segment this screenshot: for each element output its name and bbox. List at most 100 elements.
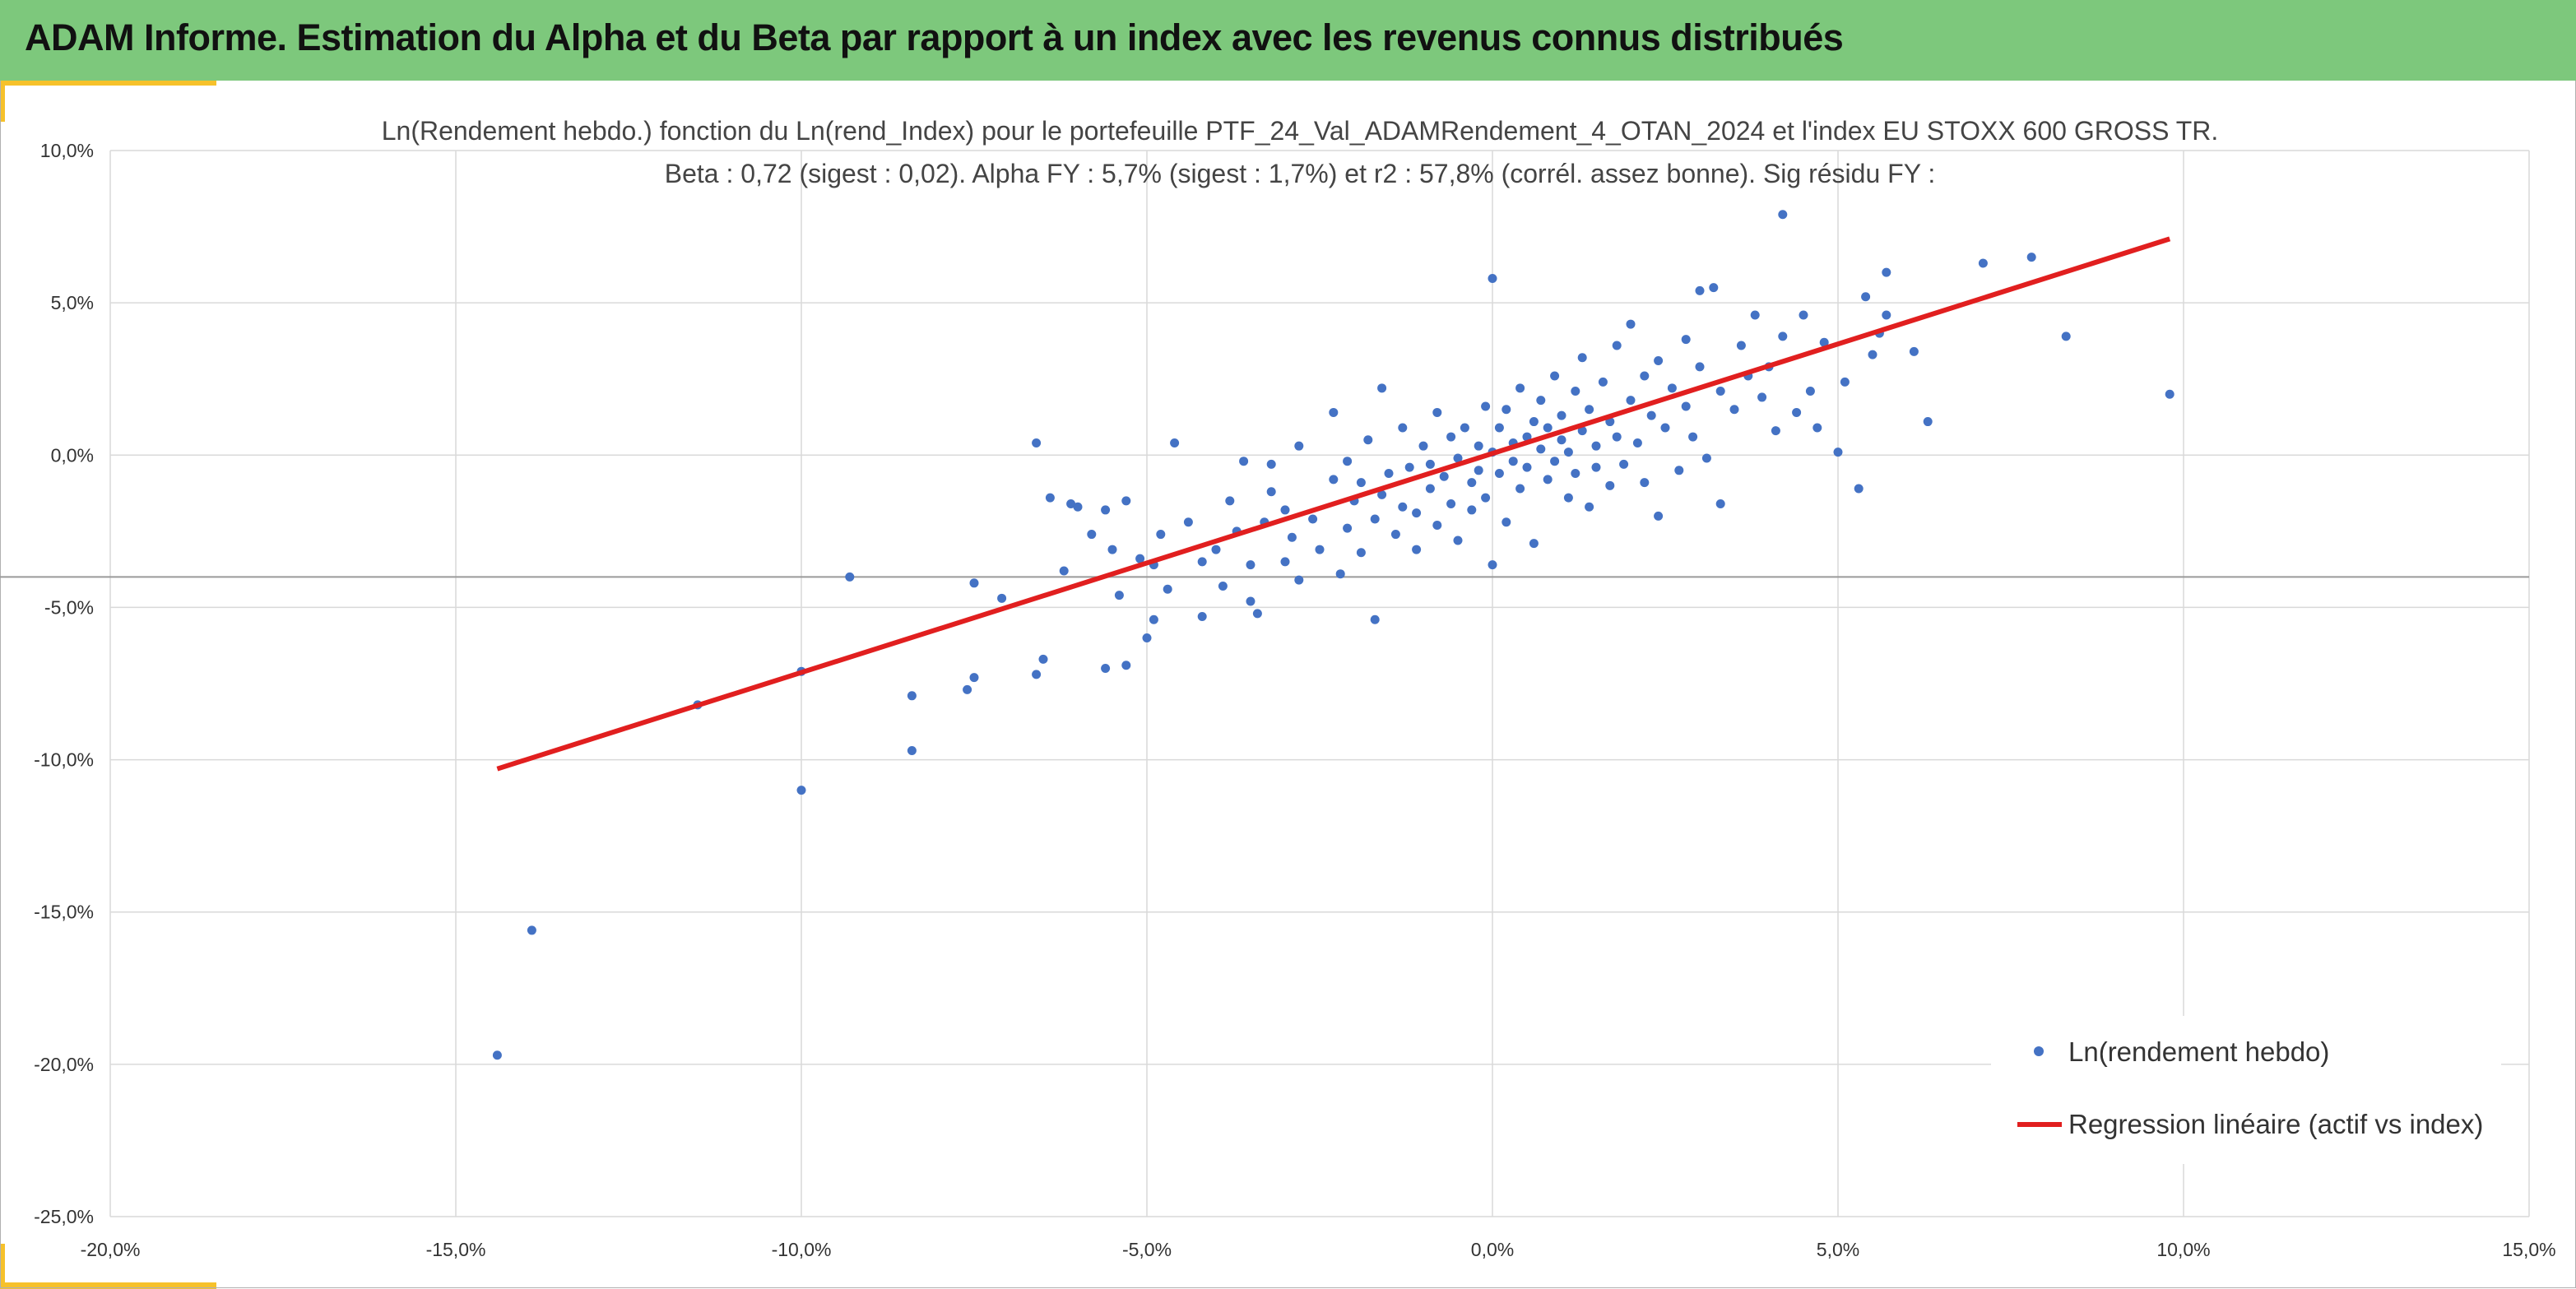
- data-point: [907, 691, 917, 701]
- data-point: [1612, 341, 1622, 350]
- data-point: [1294, 441, 1304, 451]
- data-point: [1646, 410, 1656, 420]
- data-point: [1114, 591, 1124, 600]
- data-point: [1453, 453, 1463, 463]
- data-point: [1522, 462, 1532, 472]
- data-point: [1467, 478, 1477, 488]
- data-point: [1335, 569, 1345, 579]
- data-point: [1135, 554, 1145, 563]
- x-tick-label: 0,0%: [1471, 1239, 1514, 1260]
- data-point: [1868, 350, 1877, 359]
- data-point: [1640, 371, 1650, 381]
- x-axis-ticks: -20,0% -15,0% -10,0% -5,0% 0,0% 5,0% 10,0% 15,0…: [81, 1239, 2556, 1260]
- data-point: [1819, 337, 1829, 347]
- data-point: [1529, 539, 1539, 549]
- y-tick-label: 10,0%: [40, 140, 94, 161]
- series-points: [492, 210, 2175, 1060]
- data-point: [1308, 514, 1318, 524]
- data-point: [1522, 432, 1532, 442]
- data-point: [1474, 466, 1483, 475]
- data-point: [1266, 487, 1276, 497]
- chart-subtitle: Beta : 0,72 (sigest : 0,02). Alpha FY : …: [665, 159, 1935, 188]
- data-point: [1488, 560, 1497, 570]
- data-point: [1660, 423, 1670, 433]
- legend-label-scatter: Ln(rendement hebdo): [2068, 1036, 2329, 1067]
- data-point: [1432, 407, 1442, 417]
- data-point: [1398, 423, 1408, 433]
- data-point: [1170, 438, 1180, 447]
- data-point: [1640, 478, 1650, 488]
- accent-bar-left-top: [0, 81, 5, 122]
- data-point: [1370, 614, 1380, 624]
- data-point: [1605, 480, 1615, 490]
- data-point: [1439, 471, 1449, 481]
- data-point: [1156, 530, 1166, 540]
- data-point: [1757, 392, 1767, 402]
- data-point: [1695, 285, 1705, 295]
- x-tick-label: -5,0%: [1122, 1239, 1172, 1260]
- data-point: [1909, 346, 1919, 356]
- data-point: [1121, 496, 1131, 506]
- data-point: [1598, 377, 1608, 387]
- data-point: [1612, 432, 1622, 442]
- y-tick-label: -5,0%: [44, 596, 94, 618]
- data-point: [1529, 417, 1539, 427]
- data-point: [1563, 447, 1573, 457]
- data-point: [1536, 396, 1546, 406]
- data-point: [1543, 423, 1553, 433]
- data-point: [1515, 484, 1525, 494]
- data-point: [1923, 417, 1933, 427]
- header-banner: ADAM Informe. Estimation du Alpha et du …: [0, 0, 2576, 81]
- data-point: [1453, 536, 1463, 545]
- data-point: [1715, 387, 1725, 396]
- y-axis-ticks: 10,0% 5,0% 0,0% -5,0% -10,0% -15,0% -20,0% -25,…: [34, 140, 94, 1227]
- data-point: [1508, 457, 1518, 466]
- data-point: [1833, 447, 1843, 457]
- data-point: [1481, 401, 1491, 411]
- data-point: [2026, 253, 2036, 262]
- data-point: [907, 745, 917, 755]
- data-point: [1494, 423, 1504, 433]
- data-point: [1688, 432, 1698, 442]
- y-tick-label: -15,0%: [34, 902, 94, 923]
- data-point: [1481, 493, 1491, 503]
- data-point: [1287, 532, 1297, 542]
- data-point: [1460, 423, 1469, 433]
- data-point: [1778, 210, 1788, 220]
- data-point: [1315, 545, 1325, 554]
- data-point: [1343, 457, 1353, 466]
- data-point: [492, 1050, 502, 1060]
- data-point: [1502, 405, 1511, 415]
- data-point: [1107, 545, 1117, 554]
- data-point: [1577, 426, 1587, 436]
- x-tick-label: -15,0%: [426, 1239, 486, 1260]
- data-point: [1550, 457, 1560, 466]
- data-point: [1425, 459, 1435, 469]
- data-point: [1978, 258, 1988, 268]
- data-point: [1280, 505, 1290, 515]
- data-point: [1591, 441, 1601, 451]
- data-point: [1363, 435, 1373, 445]
- x-tick-label: 15,0%: [2502, 1239, 2555, 1260]
- data-point: [1045, 493, 1055, 503]
- accent-bar-top: [0, 81, 216, 86]
- data-point: [1038, 654, 1048, 664]
- data-point: [1812, 423, 1822, 433]
- data-point: [1101, 505, 1111, 515]
- data-point: [1619, 459, 1629, 469]
- data-point: [2165, 389, 2175, 399]
- data-point: [1280, 557, 1290, 567]
- y-tick-label: -25,0%: [34, 1206, 94, 1227]
- data-point: [1467, 505, 1477, 515]
- data-point: [1474, 441, 1483, 451]
- data-point: [2061, 332, 2071, 341]
- data-point: [1356, 478, 1366, 488]
- data-point: [1557, 410, 1566, 420]
- data-point: [1591, 462, 1601, 472]
- accent-bar-left-bottom: [0, 1244, 5, 1289]
- data-point: [1087, 530, 1097, 540]
- x-tick-label: 10,0%: [2156, 1239, 2210, 1260]
- data-point: [1488, 274, 1497, 284]
- data-point: [1398, 502, 1408, 512]
